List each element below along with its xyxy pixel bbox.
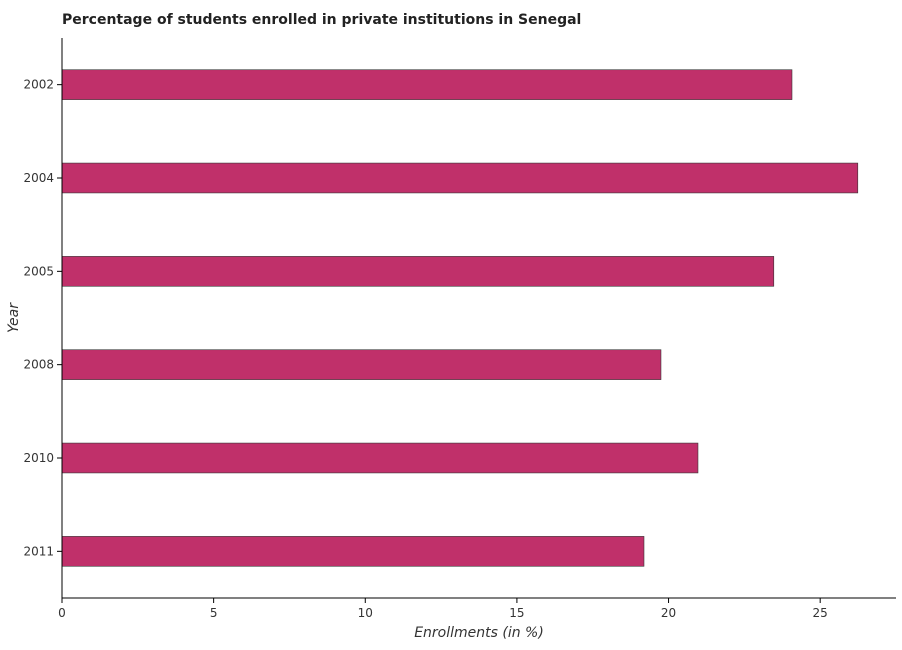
y-axis-ticks: 2002 2004 2005 2008 2010 2011: [23, 78, 62, 558]
bar-2010: [61, 442, 699, 474]
x-tick-label-25: 25: [813, 606, 828, 620]
bar-2008: [61, 349, 662, 380]
y-tick-label-2002: 2002: [23, 78, 54, 92]
bar-2002: [61, 69, 793, 100]
x-tick-label-20: 20: [661, 606, 676, 620]
y-tick-label-2010: 2010: [23, 451, 54, 465]
bar-2011: [61, 536, 645, 567]
x-tick-label-10: 10: [358, 606, 373, 620]
bar-2004: [61, 162, 859, 194]
y-tick-label-2008: 2008: [23, 358, 54, 372]
bar-2005: [61, 256, 775, 287]
chart-title: Percentage of students enrolled in priva…: [62, 12, 581, 28]
y-tick-label-2005: 2005: [23, 264, 54, 278]
x-axis-label: Enrollments (in %): [414, 625, 544, 641]
x-tick-label-0: 0: [58, 606, 66, 620]
y-tick-label-2004: 2004: [23, 171, 54, 185]
bars-group: [61, 69, 859, 567]
y-axis-label: Year: [6, 302, 22, 333]
x-tick-label-5: 5: [210, 606, 218, 620]
x-tick-label-15: 15: [509, 606, 524, 620]
y-tick-label-2011: 2011: [23, 544, 54, 558]
x-axis-ticks: 0 5 10 15 20 25: [58, 598, 828, 620]
